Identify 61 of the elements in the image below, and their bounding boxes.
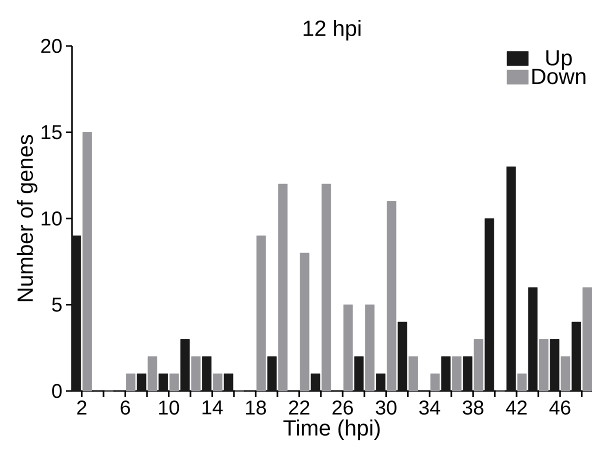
bar (572, 322, 582, 392)
bar (180, 339, 190, 392)
bar (224, 374, 234, 392)
bar (441, 356, 451, 392)
bar (474, 339, 484, 392)
bar (212, 374, 222, 392)
x-tick-label: 22 (289, 400, 310, 414)
chart-title: 12 hpi (304, 20, 360, 40)
y-tick-label: 0 (52, 384, 62, 398)
x-tick-label: 38 (462, 400, 484, 415)
x-tick-label: 30 (376, 400, 396, 415)
bar (506, 166, 516, 392)
x-tick-label: 42 (506, 400, 527, 414)
x-axis-title: Time (hpi) (283, 420, 380, 440)
bar (462, 356, 472, 392)
x-tick-label: 2 (77, 400, 86, 414)
bar (310, 374, 320, 392)
bar (322, 184, 332, 392)
bar (300, 252, 310, 392)
bar (278, 184, 288, 392)
bar (136, 374, 146, 392)
bar (169, 374, 179, 392)
bar (343, 304, 353, 392)
bar (582, 287, 592, 392)
y-tick-label: 10 (42, 211, 62, 226)
y-tick-label: 15 (42, 125, 62, 140)
bar (82, 132, 92, 392)
y-tick-label: 5 (52, 298, 62, 312)
bar (126, 374, 136, 392)
bar (267, 356, 277, 392)
x-tick-label: 10 (159, 400, 180, 415)
bar (202, 356, 212, 392)
y-axis-title: Number of genes (16, 134, 38, 302)
legend-label: Up (546, 50, 572, 70)
bar (191, 356, 201, 392)
bar (148, 356, 158, 392)
x-tick-label: 46 (549, 400, 570, 415)
x-tick-label: 6 (120, 400, 130, 415)
x-tick-label: 14 (202, 400, 223, 414)
bar (376, 374, 386, 392)
bar (398, 322, 408, 392)
bar (408, 356, 418, 392)
bar (72, 236, 82, 392)
bar (386, 201, 396, 392)
x-tick-label: 18 (246, 400, 266, 415)
bar (452, 356, 462, 392)
bar (365, 304, 375, 392)
x-tick-label: 34 (419, 400, 440, 415)
bar (528, 287, 538, 392)
bar (256, 236, 266, 392)
bar (550, 339, 560, 392)
bar (560, 356, 570, 392)
y-tick-label: 20 (41, 38, 62, 54)
x-tick-label: 26 (332, 400, 353, 415)
bar (484, 218, 494, 392)
bar (354, 356, 364, 392)
bar (158, 374, 168, 392)
bar (430, 374, 440, 392)
bar (517, 374, 527, 392)
bar (539, 339, 548, 392)
legend-label: Down (532, 68, 586, 84)
